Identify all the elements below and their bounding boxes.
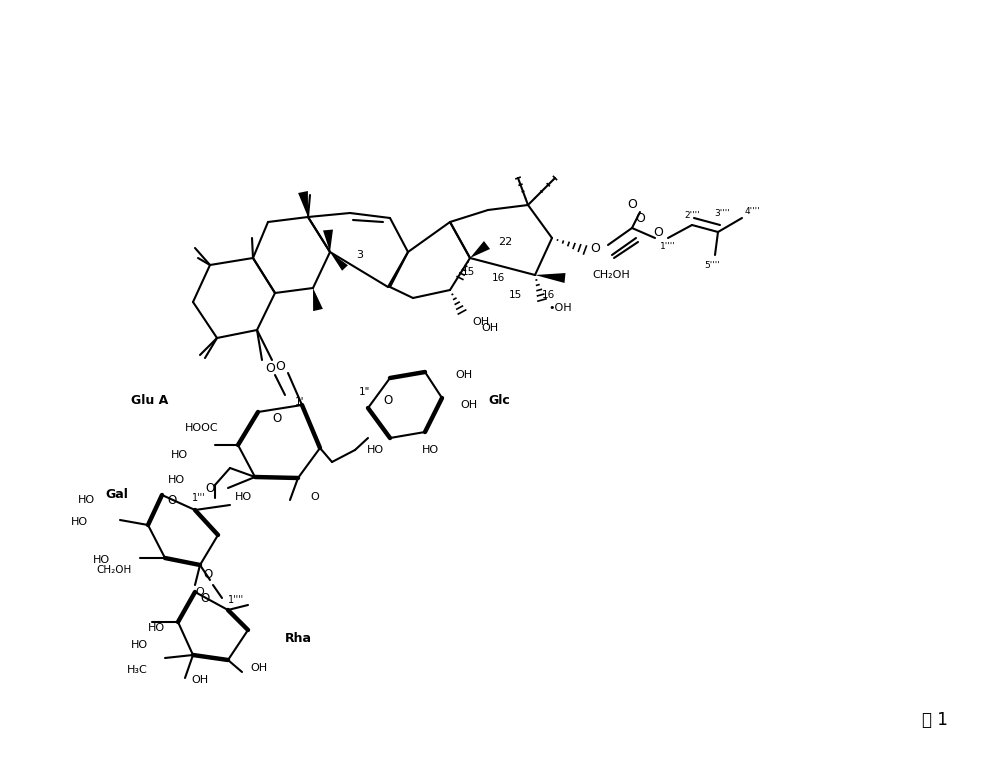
Text: 2'''': 2'''' bbox=[684, 210, 700, 219]
Text: HO: HO bbox=[71, 517, 88, 527]
Text: HO: HO bbox=[171, 450, 188, 460]
Text: O: O bbox=[311, 492, 319, 502]
Polygon shape bbox=[470, 241, 490, 258]
Text: Glc: Glc bbox=[488, 393, 510, 406]
Text: •OH: •OH bbox=[548, 303, 572, 313]
Text: HO: HO bbox=[421, 445, 439, 455]
Text: 1'''': 1'''' bbox=[660, 242, 676, 251]
Text: HO: HO bbox=[78, 495, 95, 505]
Text: 22: 22 bbox=[498, 237, 512, 247]
Text: O: O bbox=[653, 226, 663, 239]
Text: 15: 15 bbox=[461, 267, 475, 277]
Text: 16: 16 bbox=[491, 273, 505, 283]
Text: 16: 16 bbox=[541, 290, 555, 300]
Text: 3'''': 3'''' bbox=[714, 209, 730, 218]
Text: O: O bbox=[167, 494, 177, 507]
Text: Glu A: Glu A bbox=[131, 393, 168, 406]
Text: O: O bbox=[383, 393, 393, 406]
Text: HO: HO bbox=[93, 555, 110, 565]
Text: HO: HO bbox=[168, 475, 185, 485]
Text: 3: 3 bbox=[356, 250, 364, 260]
Text: 5'''': 5'''' bbox=[704, 261, 720, 270]
Text: OH: OH bbox=[472, 317, 489, 327]
Text: 1''': 1''' bbox=[192, 493, 206, 503]
Text: 式 1: 式 1 bbox=[922, 711, 948, 729]
Text: 15: 15 bbox=[508, 290, 522, 300]
Text: HOOC: HOOC bbox=[184, 423, 218, 433]
Text: O: O bbox=[635, 212, 645, 225]
Text: OH: OH bbox=[191, 675, 209, 685]
Text: 1': 1' bbox=[295, 397, 304, 407]
Polygon shape bbox=[323, 229, 333, 252]
Text: 1": 1" bbox=[359, 387, 370, 397]
Text: 1'''': 1'''' bbox=[228, 595, 244, 605]
Text: CH₂OH: CH₂OH bbox=[97, 565, 132, 575]
Text: HO: HO bbox=[148, 623, 165, 633]
Text: O: O bbox=[203, 568, 213, 581]
Polygon shape bbox=[330, 252, 348, 271]
Text: O: O bbox=[265, 361, 275, 374]
Text: H₃C: H₃C bbox=[127, 665, 148, 675]
Text: OH: OH bbox=[455, 370, 472, 380]
Polygon shape bbox=[298, 191, 308, 217]
Text: O: O bbox=[200, 591, 210, 604]
Text: Rha: Rha bbox=[285, 632, 312, 645]
Text: O: O bbox=[590, 242, 600, 255]
Text: OH: OH bbox=[250, 663, 267, 673]
Text: O: O bbox=[627, 198, 637, 212]
Text: O: O bbox=[275, 360, 285, 373]
Text: 4'''': 4'''' bbox=[744, 207, 760, 216]
Text: O: O bbox=[272, 411, 282, 424]
Text: OH: OH bbox=[460, 400, 477, 410]
Text: O: O bbox=[205, 482, 215, 495]
Text: OH: OH bbox=[481, 323, 499, 333]
Polygon shape bbox=[535, 273, 565, 283]
Text: O: O bbox=[196, 587, 204, 597]
Text: HO: HO bbox=[131, 640, 148, 650]
Text: Gal: Gal bbox=[105, 488, 128, 501]
Text: HO: HO bbox=[234, 492, 252, 502]
Text: HO: HO bbox=[366, 445, 384, 455]
Polygon shape bbox=[313, 288, 323, 311]
Text: CH₂OH: CH₂OH bbox=[592, 270, 630, 280]
